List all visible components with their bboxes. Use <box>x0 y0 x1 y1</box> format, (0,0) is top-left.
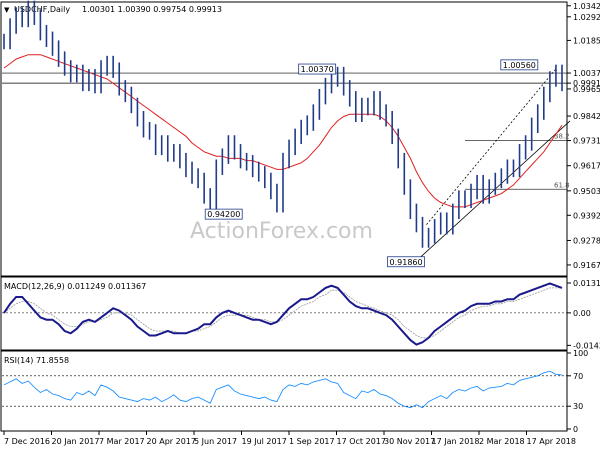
rsi-tick-label: 70 <box>573 372 583 381</box>
annotation-label: 0.94200 <box>207 210 240 219</box>
price-tick-label: 0.91670 <box>573 261 600 270</box>
x-tick-label: 7 Mar 2017 <box>99 437 145 446</box>
x-tick-label: 2 Mar 2018 <box>479 437 525 446</box>
x-axis: 7 Dec 2016 20 Jan 2017 7 Mar 2017 20 Apr 20… <box>3 431 576 446</box>
annotation-box <box>500 59 539 71</box>
fib-level-label: 38.2 <box>554 133 570 141</box>
x-tick-label: 19 Jul 2017 <box>242 437 287 446</box>
rsi-label: RSI(14) 71.8558 <box>4 356 69 365</box>
price-layer: 1.034201.029201.018501.003700.999130.996… <box>2 0 600 270</box>
rsi-tick-label: 0 <box>573 425 578 434</box>
x-tick-label: 20 Apr 2017 <box>147 437 196 446</box>
macd-tick-label: 0.013184 <box>573 279 600 288</box>
symbol-label: USDCHF,Daily <box>14 5 70 14</box>
macd-layer: 0.013184 0.00 -0.014339 <box>2 279 600 350</box>
macd-tick-label: -0.014339 <box>573 341 600 350</box>
price-tick-label: 1.01850 <box>573 36 600 45</box>
trendline-lower <box>416 120 571 262</box>
price-tick-label: 1.00370 <box>573 69 600 78</box>
ohlc-text: 1.00301 1.00390 0.99754 0.99913 <box>82 5 222 14</box>
rsi-line <box>3 370 563 409</box>
annotation-label: 1.00560 <box>503 61 536 70</box>
x-tick-label: 1 Sep 2017 <box>289 437 335 446</box>
rsi-tick-label: 30 <box>573 402 583 411</box>
menu-glyph[interactable]: ▼ <box>4 6 10 14</box>
annotation-box <box>204 208 243 220</box>
x-tick-label: 5 Jun 2017 <box>194 437 237 446</box>
annotation-box <box>387 256 425 268</box>
x-tick-label: 20 Jan 2017 <box>52 437 100 446</box>
x-tick-label: 30 Nov 2017 <box>384 437 435 446</box>
annotation-label: 1.00370 <box>301 65 334 74</box>
watermark: ActionForex.com <box>190 219 373 244</box>
x-tick-label: 7 Dec 2016 <box>4 437 50 446</box>
fib-level-label: 61.8 <box>554 181 570 189</box>
x-tick-label: 17 Jan 2018 <box>432 437 480 446</box>
rsi-layer: 100 70 30 0 <box>2 349 588 434</box>
rsi-tick-label: 100 <box>573 349 588 358</box>
rsi-panel-frame <box>0 350 568 432</box>
trendline-upper-dashed <box>426 68 557 225</box>
price-tick-label: 0.99913 <box>573 79 600 88</box>
price-tick-label: 1.02920 <box>573 13 600 22</box>
x-tick-label: 17 Apr 2018 <box>527 437 576 446</box>
macd-line <box>3 282 563 346</box>
price-tick-label: 1.03420 <box>573 2 600 11</box>
annotation-label: 0.91860 <box>390 258 423 267</box>
macd-signal-line <box>3 287 562 339</box>
price-panel-frame <box>0 1 568 277</box>
annotation-box <box>298 63 337 75</box>
x-tick-label: 17 Oct 2017 <box>337 437 386 446</box>
macd-label: MACD(12,26,9) 0.011249 0.011367 <box>4 282 146 291</box>
macd-tick-label: 0.00 <box>573 309 591 318</box>
